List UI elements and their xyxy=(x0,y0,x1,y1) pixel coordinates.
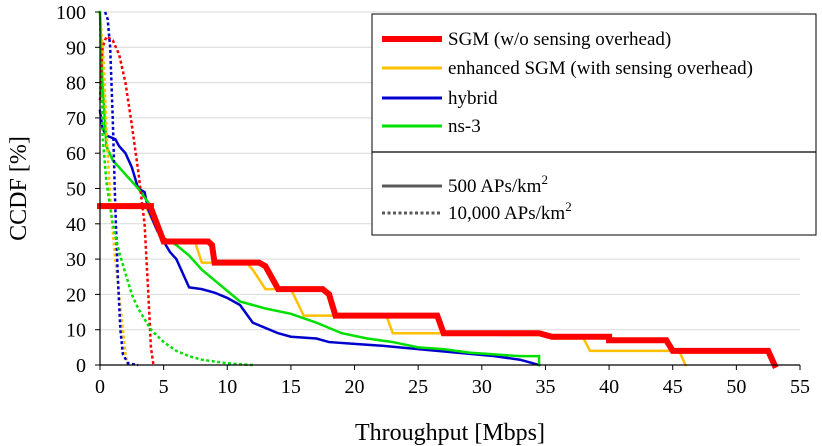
legend-label-2: hybrid xyxy=(448,88,498,109)
axes xyxy=(95,11,801,370)
y-tick-label-30: 30 xyxy=(66,249,86,271)
x-tick-label-5: 5 xyxy=(159,376,169,398)
y-tick-label-10: 10 xyxy=(66,320,86,342)
y-tick-label-60: 60 xyxy=(66,143,86,165)
x-tick-label-55: 55 xyxy=(790,376,810,398)
series-dense-ns3-line xyxy=(98,11,253,367)
series-sparse-ns3-line xyxy=(98,10,541,367)
legend-label-0: SGM (w/o sensing overhead) xyxy=(448,29,671,50)
y-tick-label-0: 0 xyxy=(76,355,86,377)
y-tick-labels: 0 10 20 30 40 50 60 70 80 90 100 xyxy=(56,2,86,377)
y-axis-title: CCDF [%] xyxy=(6,136,32,241)
legend-density-label-1: 10,000 APs/km2 xyxy=(448,199,572,224)
y-tick-label-20: 20 xyxy=(66,284,86,306)
series-sparse-hybrid-line xyxy=(98,109,541,367)
y-tick-label-40: 40 xyxy=(66,214,86,236)
series-layer xyxy=(97,10,779,369)
legend-label-3: ns-3 xyxy=(448,116,481,137)
legend-label-1: enhanced SGM (with sensing overhead) xyxy=(448,58,753,79)
x-tick-label-10: 10 xyxy=(217,376,237,398)
x-tick-label-15: 15 xyxy=(281,376,301,398)
legend-density-sup-1: 2 xyxy=(565,199,572,214)
y-tick-label-90: 90 xyxy=(66,37,86,59)
y-tick-label-70: 70 xyxy=(66,108,86,130)
x-tick-label-35: 35 xyxy=(535,376,555,398)
x-tick-label-25: 25 xyxy=(408,376,428,398)
x-tick-label-50: 50 xyxy=(726,376,746,398)
series-dense-hybrid-line xyxy=(103,11,139,367)
x-tick-label-45: 45 xyxy=(663,376,683,398)
legend-density-sup-0: 2 xyxy=(541,172,548,187)
y-tick-label-80: 80 xyxy=(66,73,86,95)
x-tick-labels: 0 5 10 15 20 25 30 35 40 45 50 55 xyxy=(95,376,810,398)
legend: SGM (w/o sensing overhead) enhanced SGM (… xyxy=(371,13,817,236)
x-tick-label-0: 0 xyxy=(95,376,105,398)
y-tick-label-100: 100 xyxy=(56,2,86,24)
legend-entries: SGM (w/o sensing overhead) enhanced SGM (… xyxy=(382,29,753,224)
x-tick-label-30: 30 xyxy=(472,376,492,398)
series-dense-enhanced-enhanced-line xyxy=(98,11,130,366)
x-axis-title: Throughput [Mbps] xyxy=(355,420,545,446)
y-tick-label-50: 50 xyxy=(66,179,86,201)
x-tick-label-20: 20 xyxy=(345,376,365,398)
x-tick-label-40: 40 xyxy=(599,376,619,398)
series-dense-sgm-line xyxy=(98,34,155,366)
legend-box xyxy=(371,13,817,236)
series-sparse-sgm-line xyxy=(97,203,779,369)
legend-density-label-0: 500 APs/km2 xyxy=(448,172,548,197)
